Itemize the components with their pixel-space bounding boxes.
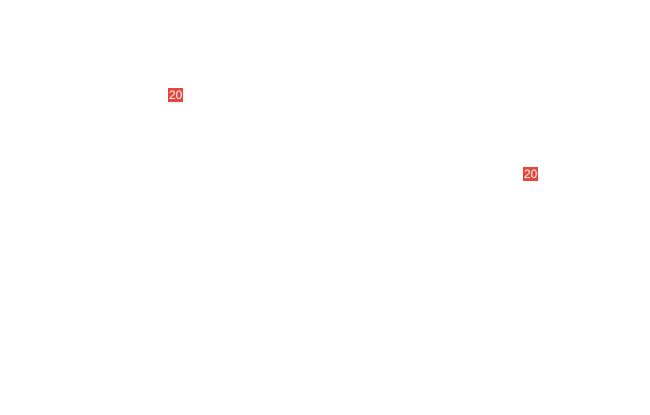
count-badge: 20 <box>168 88 184 102</box>
count-badge: 20 <box>523 167 539 181</box>
